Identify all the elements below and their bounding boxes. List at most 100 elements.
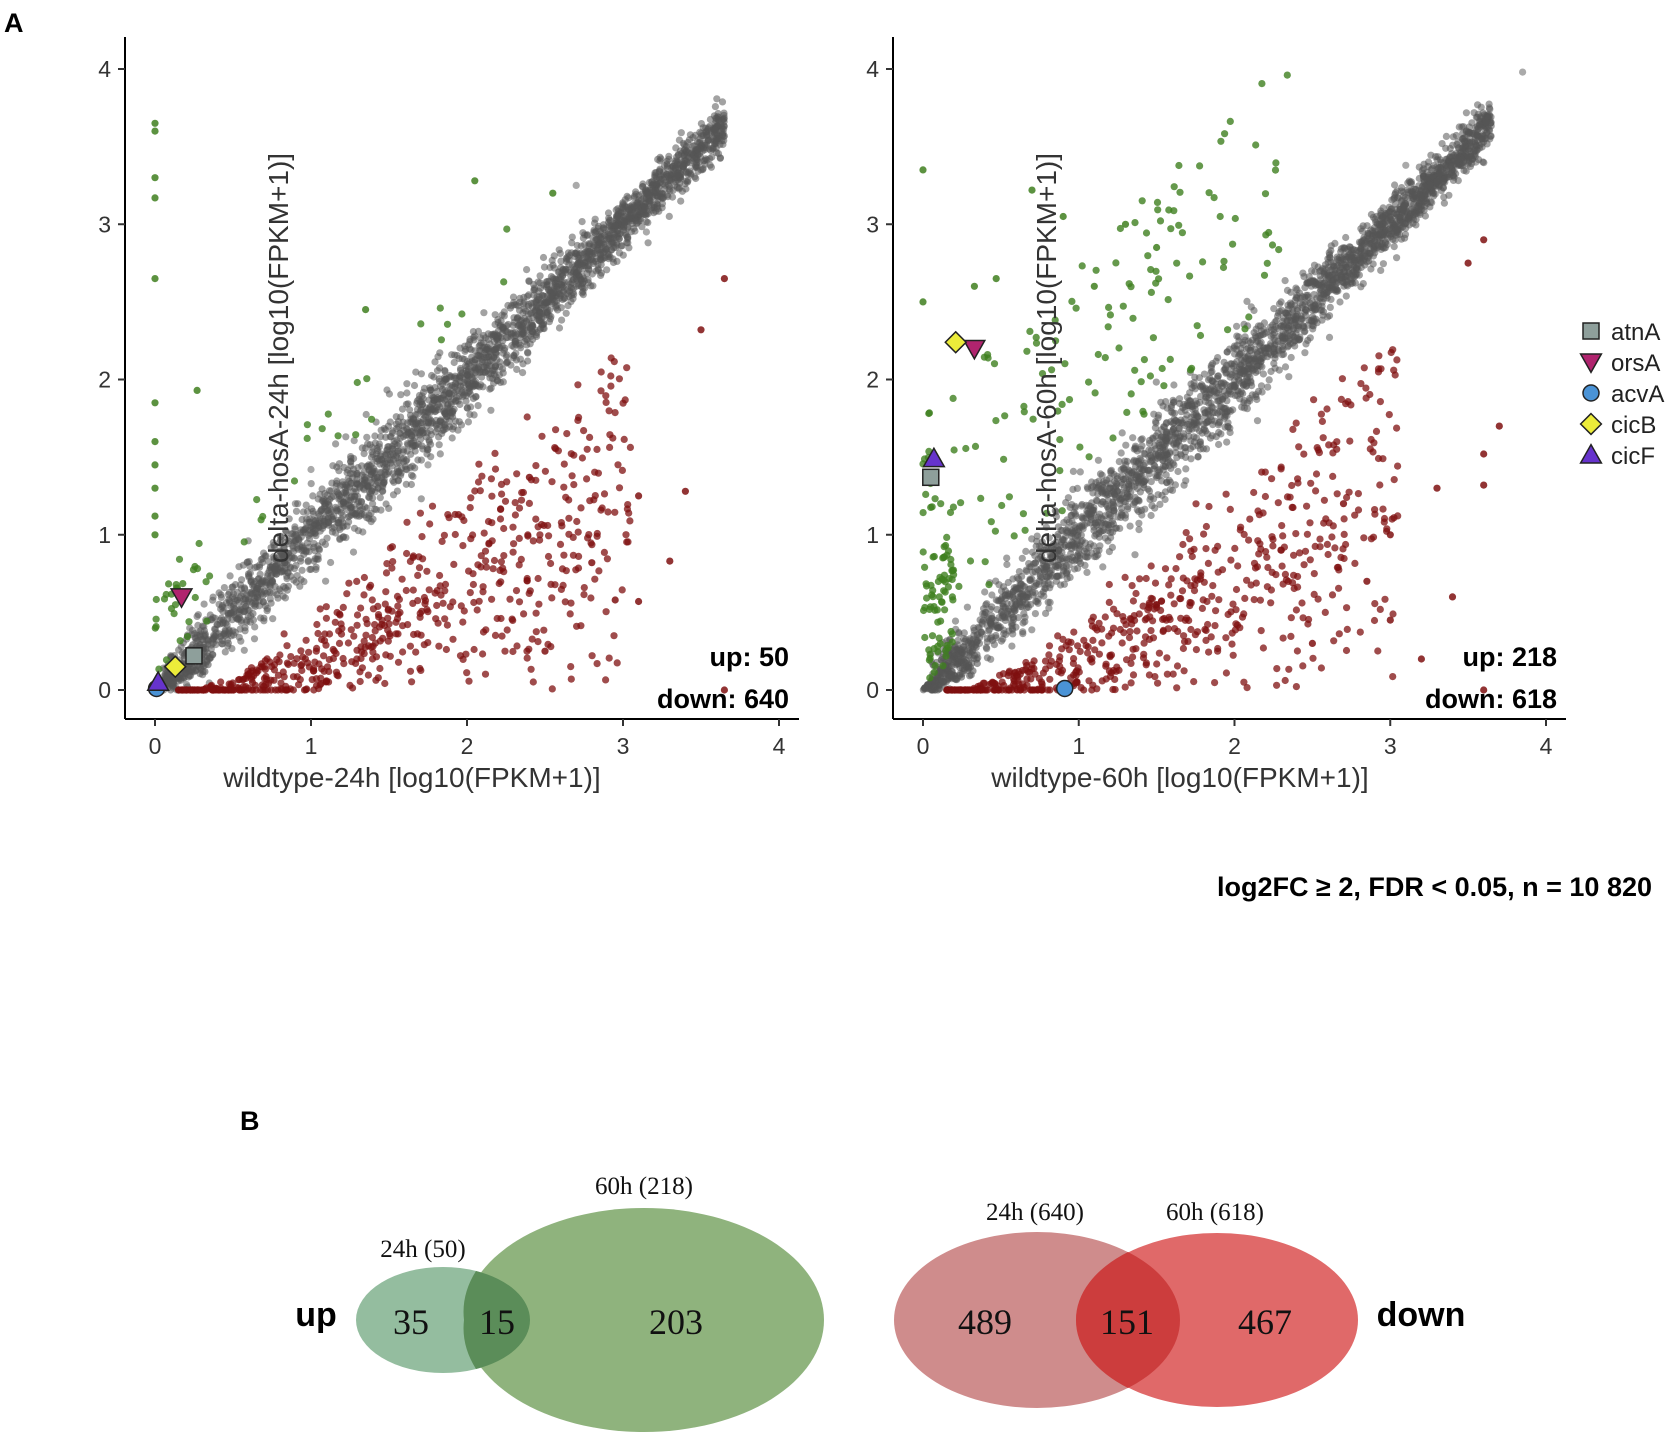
point-nonsig: [362, 410, 370, 419]
point-down: [544, 521, 552, 530]
point-nonsig: [231, 595, 239, 603]
point-nonsig: [544, 298, 552, 306]
point-nonsig: [492, 343, 500, 351]
point-nonsig: [1174, 467, 1182, 476]
point-nonsig: [1265, 376, 1273, 384]
point-down: [451, 510, 459, 519]
point-down: [501, 497, 510, 505]
point-nonsig: [379, 483, 387, 491]
point-down: [548, 478, 556, 486]
point-nonsig: [385, 390, 393, 398]
point-nonsig: [302, 524, 310, 532]
point-nonsig: [377, 506, 385, 514]
point-down: [394, 658, 403, 666]
point-down: [371, 639, 379, 647]
point-up: [253, 496, 261, 504]
point-down: [496, 515, 505, 523]
point-nonsig: [487, 406, 495, 414]
point-down: [433, 601, 441, 610]
point-down: [523, 654, 531, 662]
point-down: [560, 460, 568, 468]
point-nonsig: [659, 175, 667, 183]
point-down: [528, 635, 536, 643]
point-down: [279, 668, 287, 676]
point-down: [512, 587, 521, 595]
point-down: [333, 671, 341, 679]
point-nonsig: [597, 261, 605, 269]
point-down: [511, 499, 519, 507]
point-down: [345, 579, 353, 587]
point-nonsig: [672, 173, 680, 182]
point-nonsig: [1325, 333, 1334, 341]
point-up-outlier: [151, 174, 159, 182]
point-down: [620, 435, 628, 443]
point-up: [324, 410, 332, 418]
point-down: [491, 631, 500, 640]
point-down: [421, 600, 429, 608]
point-down: [246, 669, 254, 677]
point-nonsig: [548, 256, 556, 264]
point-down: [551, 581, 559, 589]
point-nonsig: [360, 450, 368, 458]
point-down: [488, 595, 496, 603]
point-down: [389, 558, 397, 566]
point-down: [583, 475, 591, 483]
point-nonsig: [394, 417, 402, 426]
point-down: [498, 490, 506, 498]
point-down: [610, 632, 618, 640]
point-nonsig: [1304, 336, 1312, 344]
point-down: [247, 686, 255, 694]
point-nonsig: [682, 147, 691, 155]
point-nonsig: [455, 374, 463, 382]
point-nonsig: [426, 404, 434, 412]
point-nonsig: [299, 508, 307, 516]
point-outlier: [307, 465, 315, 474]
point-up: [152, 615, 160, 623]
point-down: [418, 533, 426, 541]
point-nonsig: [716, 154, 725, 162]
point-down: [402, 586, 410, 595]
point-down: [353, 646, 361, 654]
point-down: [501, 647, 509, 655]
point-down: [369, 605, 377, 613]
point-down: [372, 653, 381, 661]
point-up: [503, 225, 511, 233]
point-nonsig: [535, 317, 543, 325]
point-nonsig: [298, 566, 306, 574]
point-down-outlier: [697, 326, 705, 334]
point-nonsig: [487, 384, 495, 392]
point-nonsig: [706, 161, 714, 169]
point-down: [591, 575, 599, 583]
point-down: [545, 532, 553, 540]
point-down: [406, 667, 415, 675]
point-down: [473, 606, 481, 614]
x-tick-label: 2: [461, 733, 474, 759]
point-nonsig: [363, 433, 371, 441]
point-nonsig: [591, 219, 599, 227]
point-nonsig: [245, 558, 253, 566]
point-down: [392, 630, 400, 638]
point-nonsig: [619, 251, 627, 259]
point-down: [568, 472, 576, 480]
point-nonsig: [481, 343, 489, 351]
point-down: [532, 476, 540, 484]
point-down: [482, 557, 490, 565]
point-nonsig: [222, 599, 230, 607]
point-nonsig: [366, 490, 374, 498]
point-down: [300, 686, 309, 694]
point-down: [562, 567, 570, 575]
x-tick-label: 0: [149, 733, 162, 759]
point-nonsig: [269, 589, 277, 597]
point-nonsig: [520, 293, 528, 301]
point-nonsig: [283, 586, 291, 594]
highlight-atnA: [185, 647, 203, 665]
point-nonsig: [336, 525, 344, 534]
point-down: [583, 445, 591, 453]
point-nonsig: [488, 356, 496, 364]
point-nonsig: [1131, 551, 1139, 559]
point-nonsig: [589, 234, 597, 242]
point-down: [525, 645, 533, 653]
point-outlier: [572, 181, 580, 189]
point-nonsig: [719, 130, 727, 139]
point-down: [428, 502, 437, 510]
